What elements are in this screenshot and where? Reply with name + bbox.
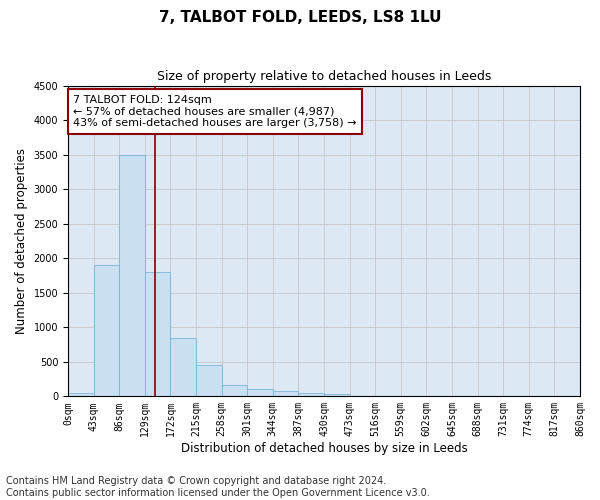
Bar bbox=[298, 392, 324, 396]
Y-axis label: Number of detached properties: Number of detached properties bbox=[15, 148, 28, 334]
Bar bbox=[221, 386, 247, 396]
Bar bbox=[196, 364, 221, 396]
Bar bbox=[247, 390, 273, 396]
X-axis label: Distribution of detached houses by size in Leeds: Distribution of detached houses by size … bbox=[181, 442, 467, 455]
Text: 7, TALBOT FOLD, LEEDS, LS8 1LU: 7, TALBOT FOLD, LEEDS, LS8 1LU bbox=[159, 10, 441, 25]
Bar bbox=[324, 394, 350, 396]
Text: Contains HM Land Registry data © Crown copyright and database right 2024.
Contai: Contains HM Land Registry data © Crown c… bbox=[6, 476, 430, 498]
Bar bbox=[68, 393, 94, 396]
Bar bbox=[119, 154, 145, 396]
Bar bbox=[94, 265, 119, 396]
Bar bbox=[145, 272, 170, 396]
Bar bbox=[273, 392, 298, 396]
Text: 7 TALBOT FOLD: 124sqm
← 57% of detached houses are smaller (4,987)
43% of semi-d: 7 TALBOT FOLD: 124sqm ← 57% of detached … bbox=[73, 95, 356, 128]
Title: Size of property relative to detached houses in Leeds: Size of property relative to detached ho… bbox=[157, 70, 491, 83]
Bar bbox=[170, 338, 196, 396]
